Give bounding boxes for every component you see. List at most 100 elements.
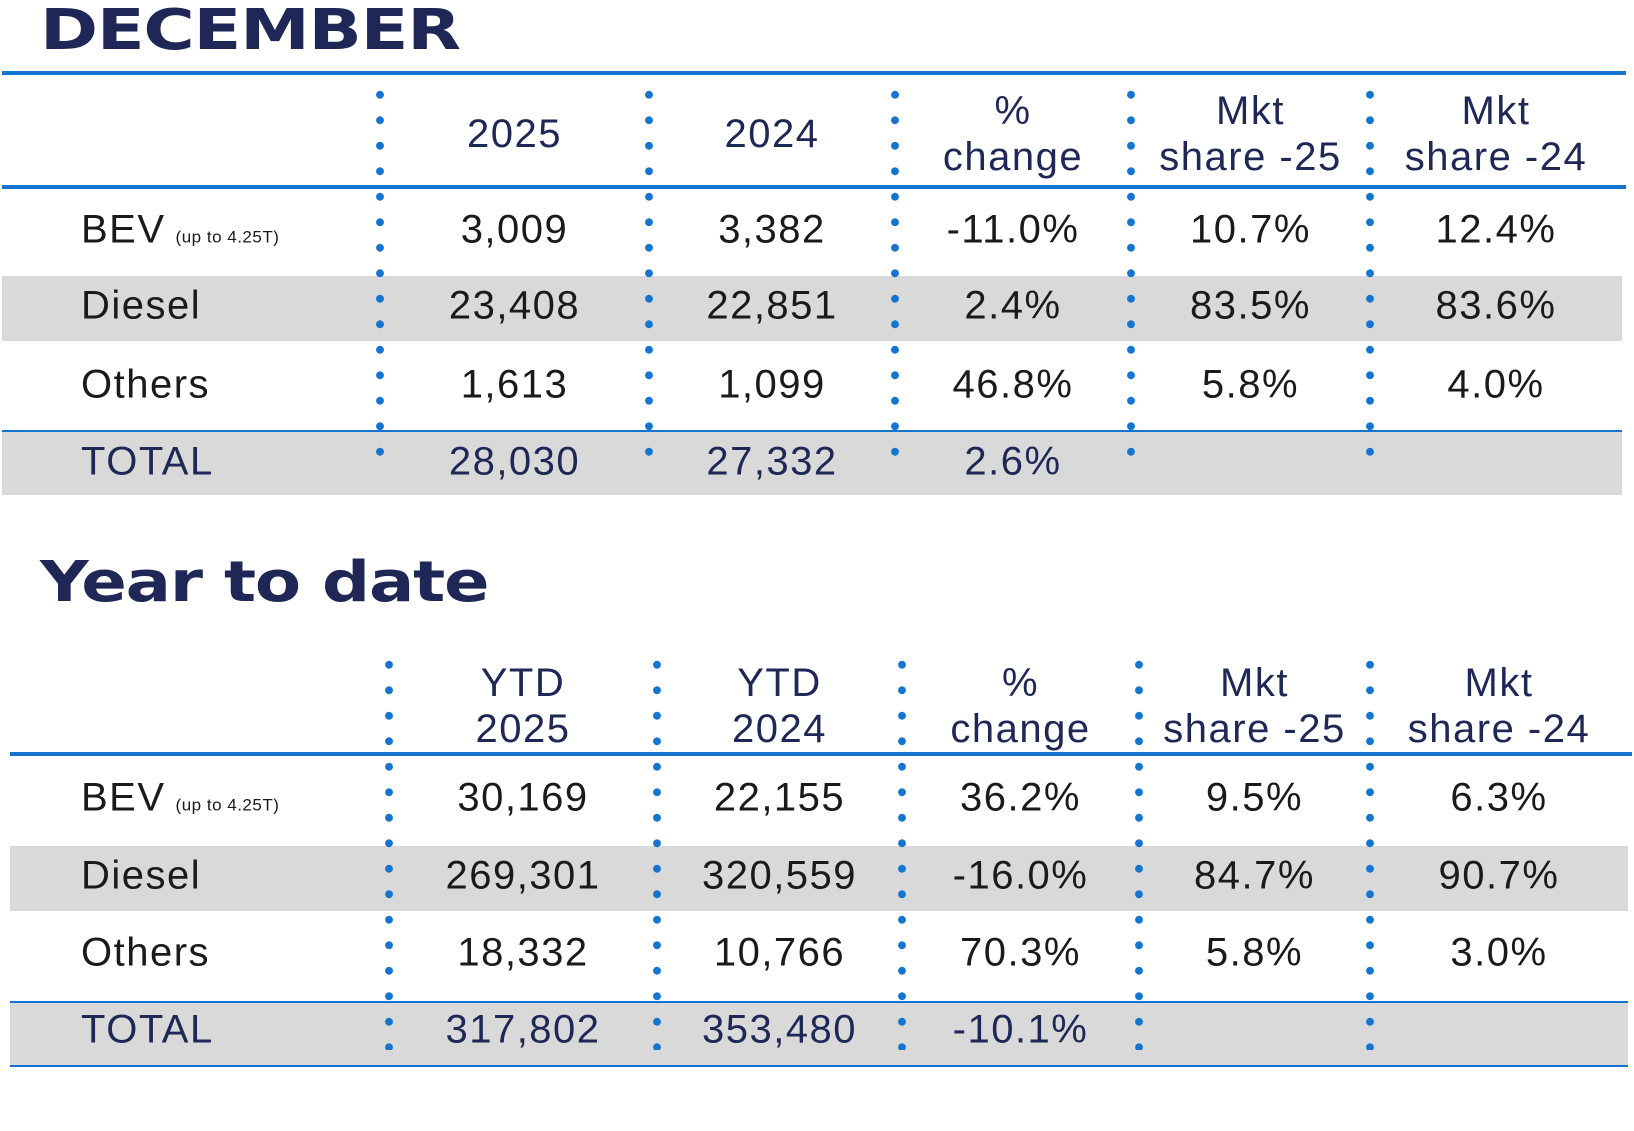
ytd-cell: 9.5% bbox=[1205, 775, 1304, 820]
header-line: Mkt bbox=[1220, 661, 1289, 705]
december-cell: 27,332 bbox=[706, 439, 838, 484]
december-column-header: 2025 bbox=[380, 111, 649, 157]
header-line: Mkt bbox=[1464, 661, 1534, 705]
december-cell: 10.7% bbox=[1190, 207, 1311, 252]
header-line: 2024 bbox=[724, 112, 820, 156]
header-line: share -25 bbox=[1159, 135, 1342, 179]
december-title: DECEMBER bbox=[40, 0, 461, 63]
december-column-header: Mkt share -25 bbox=[1131, 88, 1370, 180]
ytd-cell: 353,480 bbox=[701, 1007, 858, 1052]
row-label-text: BEV bbox=[81, 207, 166, 252]
header-line: % bbox=[994, 89, 1032, 133]
december-row-label: BEV (up to 4.25T) bbox=[81, 208, 279, 253]
ytd-cell: 90.7% bbox=[1438, 853, 1560, 898]
ytd-row-band bbox=[10, 846, 1628, 911]
ytd-cell: 22,155 bbox=[713, 775, 846, 820]
row-label-text: BEV bbox=[81, 775, 166, 820]
ytd-column-divider bbox=[652, 652, 662, 1050]
december-column-divider bbox=[644, 82, 654, 470]
ytd-cell: 30,169 bbox=[457, 775, 589, 820]
header-line: 2024 bbox=[732, 707, 827, 751]
ytd-row-label: TOTAL bbox=[81, 1008, 214, 1053]
december-cell: 28,030 bbox=[448, 439, 581, 484]
ytd-column-header: Mkt share -25 bbox=[1139, 660, 1370, 752]
ytd-column-header: Mkt share -24 bbox=[1370, 660, 1628, 752]
december-cell: 22,851 bbox=[706, 283, 838, 328]
ytd-total-rule bbox=[10, 1001, 1628, 1003]
ytd-row-label: BEV (up to 4.25T) bbox=[81, 776, 279, 821]
ytd-bottom-rule bbox=[10, 1065, 1628, 1067]
ytd-cell: 6.3% bbox=[1450, 775, 1548, 820]
december-row-label: TOTAL bbox=[81, 440, 214, 485]
header-line: % bbox=[1001, 661, 1040, 705]
header-line: change bbox=[950, 707, 1091, 751]
header-line: Mkt bbox=[1461, 89, 1531, 133]
header-line: YTD bbox=[480, 661, 566, 705]
december-column-divider bbox=[1365, 82, 1375, 470]
ytd-row-label: Diesel bbox=[81, 854, 201, 899]
ytd-row-label: Others bbox=[81, 931, 210, 976]
december-cell: 83.5% bbox=[1190, 283, 1311, 328]
ytd-cell: 3.0% bbox=[1450, 930, 1548, 975]
row-label-text: Diesel bbox=[81, 283, 202, 328]
ytd-column-divider bbox=[1134, 652, 1144, 1050]
header-line: share -24 bbox=[1404, 135, 1588, 179]
ytd-cell: 320,559 bbox=[701, 853, 858, 898]
ytd-cell: -16.0% bbox=[952, 853, 1089, 898]
row-label-text: Others bbox=[81, 362, 211, 407]
december-total-rule bbox=[2, 430, 1622, 432]
december-cell: 83.6% bbox=[1435, 283, 1557, 328]
ytd-column-divider bbox=[384, 652, 394, 1050]
ytd-cell: 269,301 bbox=[445, 853, 601, 898]
december-column-header: 2024 bbox=[649, 111, 895, 157]
ytd-cell: 10,766 bbox=[713, 930, 846, 975]
ytd-cell: 317,802 bbox=[445, 1007, 601, 1052]
december-column-divider bbox=[890, 82, 900, 470]
ytd-cell: 36.2% bbox=[960, 775, 1081, 820]
row-label-text: TOTAL bbox=[81, 439, 214, 484]
ytd-column-header: YTD 2024 bbox=[657, 660, 902, 752]
december-cell: 5.8% bbox=[1201, 362, 1300, 407]
december-row-label: Diesel bbox=[81, 284, 201, 329]
december-cell: -11.0% bbox=[946, 207, 1080, 252]
december-header-rule bbox=[2, 185, 1626, 189]
row-label-text: Diesel bbox=[81, 853, 202, 898]
december-cell: 1,613 bbox=[460, 362, 569, 407]
december-cell: 3,382 bbox=[718, 207, 826, 252]
header-line: share -24 bbox=[1407, 707, 1591, 751]
december-row-label: Others bbox=[81, 363, 210, 408]
december-column-divider bbox=[375, 82, 385, 470]
december-row-band bbox=[2, 430, 1622, 495]
ytd-column-header: % change bbox=[902, 660, 1139, 752]
row-label-text: Others bbox=[81, 930, 211, 975]
row-label-note: (up to 4.25T) bbox=[175, 227, 280, 247]
december-column-header: % change bbox=[895, 88, 1131, 180]
header-line: 2025 bbox=[475, 707, 571, 751]
header-line: 2025 bbox=[467, 112, 562, 156]
december-cell: 3,009 bbox=[460, 207, 569, 252]
ytd-cell: 18,332 bbox=[457, 930, 589, 975]
header-line: YTD bbox=[737, 661, 822, 705]
ytd-row-band bbox=[10, 1001, 1628, 1066]
row-label-text: TOTAL bbox=[81, 1007, 214, 1052]
december-column-header: Mkt share -24 bbox=[1370, 88, 1622, 180]
header-line: change bbox=[942, 135, 1084, 179]
ytd-column-divider bbox=[897, 652, 907, 1050]
december-cell: 4.0% bbox=[1447, 362, 1545, 407]
ytd-column-divider bbox=[1365, 652, 1375, 1050]
december-row-band bbox=[2, 276, 1622, 341]
december-cell: 12.4% bbox=[1435, 207, 1557, 252]
header-line: Mkt bbox=[1216, 89, 1285, 133]
december-cell: 1,099 bbox=[718, 362, 826, 407]
header-line: share -25 bbox=[1163, 707, 1346, 751]
ytd-cell: 70.3% bbox=[960, 930, 1081, 975]
ytd-title: Year to date bbox=[40, 550, 490, 615]
december-cell: 2.4% bbox=[964, 283, 1062, 328]
december-cell: 46.8% bbox=[952, 362, 1074, 407]
ytd-column-header: YTD 2025 bbox=[389, 660, 657, 752]
ytd-cell: 5.8% bbox=[1205, 930, 1304, 975]
ytd-cell: -10.1% bbox=[952, 1007, 1089, 1052]
ytd-cell: 84.7% bbox=[1194, 853, 1315, 898]
row-label-note: (up to 4.25T) bbox=[175, 795, 280, 815]
december-column-divider bbox=[1126, 82, 1136, 470]
